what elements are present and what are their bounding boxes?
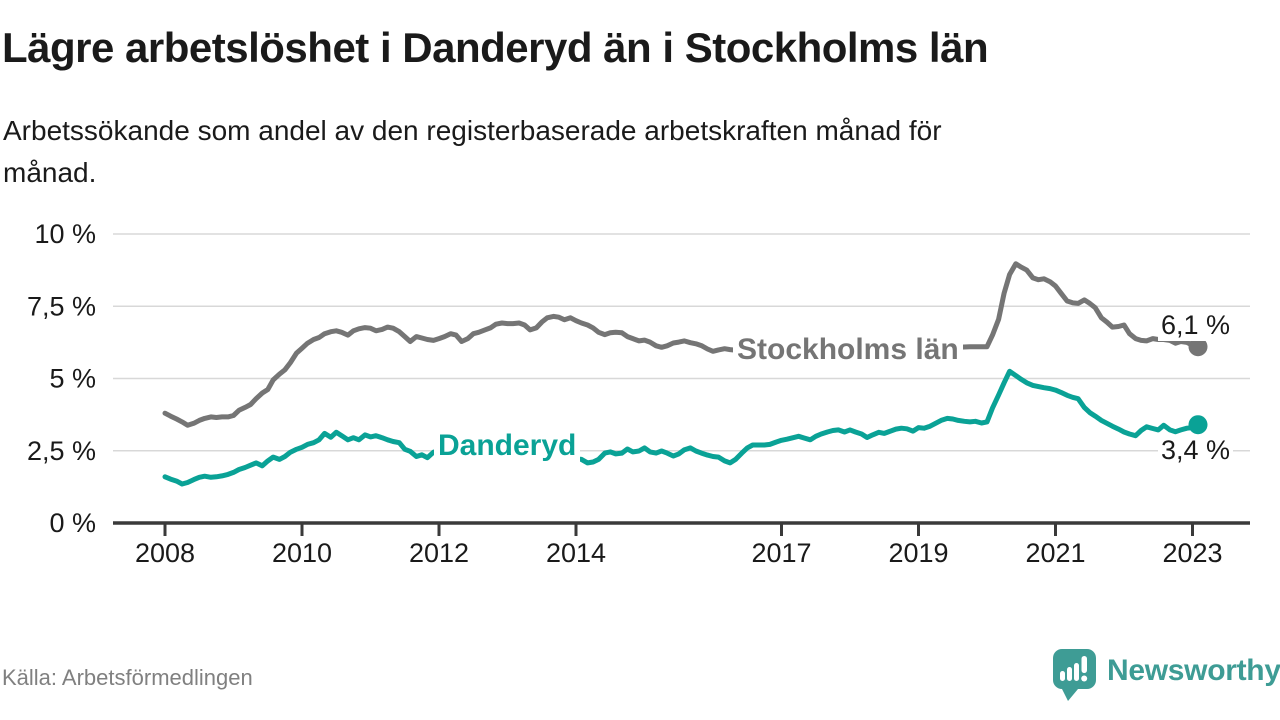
y-axis-tick-label: 10 % xyxy=(34,219,96,249)
newsworthy-bubble-chart-icon xyxy=(1053,649,1096,701)
series-label-stockholms-lan: Stockholms län xyxy=(733,332,963,368)
series-end-dot-stockholms-l-n xyxy=(1188,337,1208,357)
brand-name: Newsworthy xyxy=(1107,654,1280,687)
end-value-danderyd: 3,4 % xyxy=(1157,435,1233,466)
y-axis-tick-label: 5 % xyxy=(49,364,96,394)
x-axis-tick-label: 2012 xyxy=(409,538,469,568)
source-note: Källa: Arbetsförmedlingen xyxy=(2,665,253,690)
x-axis-tick-label: 2017 xyxy=(751,538,811,568)
newsworthy-logo: Newsworthy xyxy=(1052,648,1280,702)
subtitle-line-1: Arbetssökande som andel av den registerb… xyxy=(3,115,942,146)
y-axis-tick-label: 0 % xyxy=(49,508,96,538)
page-title: Lägre arbetslöshet i Danderyd än i Stock… xyxy=(2,24,989,71)
y-axis-tick-label: 2,5 % xyxy=(27,436,96,466)
series-line-danderyd xyxy=(162,368,1201,487)
x-axis-tick-label: 2010 xyxy=(272,538,332,568)
x-axis-tick-label: 2008 xyxy=(135,538,195,568)
series-label-danderyd: Danderyd xyxy=(434,428,581,464)
end-value-stockholms-lan: 6,1 % xyxy=(1157,310,1233,341)
y-axis-tick-label: 7,5 % xyxy=(27,291,96,321)
subtitle-line-2: månad. xyxy=(3,157,97,188)
x-axis-tick-label: 2014 xyxy=(546,538,606,568)
chart-subtitle: Arbetssökande som andel av den registerb… xyxy=(3,110,942,194)
x-axis-tick-label: 2021 xyxy=(1025,538,1085,568)
series-end-dot-danderyd xyxy=(1188,415,1208,435)
x-axis-tick-label: 2019 xyxy=(888,538,948,568)
x-axis-tick-label: 2023 xyxy=(1162,538,1222,568)
series-line-stockholms-l-n xyxy=(162,261,1201,428)
